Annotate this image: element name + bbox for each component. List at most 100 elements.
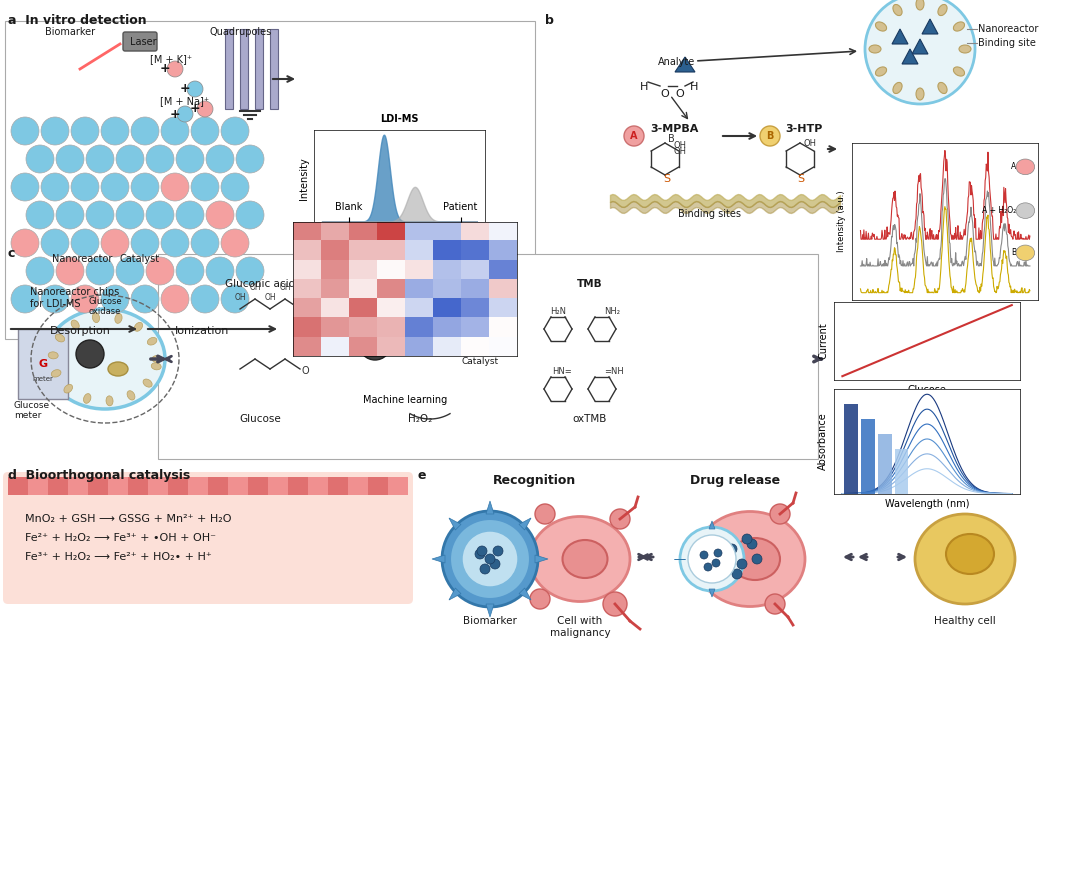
Circle shape [116,257,144,285]
Circle shape [191,117,219,145]
Text: OH: OH [673,147,686,156]
FancyBboxPatch shape [3,472,413,604]
Ellipse shape [115,314,122,323]
Ellipse shape [875,67,886,76]
Polygon shape [902,49,918,64]
Text: [M + Na]⁺: [M + Na]⁺ [160,96,209,106]
Polygon shape [535,555,548,563]
Ellipse shape [938,83,947,94]
Bar [9,477,28,495]
Polygon shape [432,555,445,563]
X-axis label: Glucose: Glucose [907,385,947,395]
Circle shape [535,504,555,524]
Text: Recognition: Recognition [493,474,576,487]
Ellipse shape [562,540,607,578]
Bar [328,477,348,495]
Ellipse shape [875,22,886,31]
Bar [861,419,874,494]
Circle shape [146,201,174,229]
Circle shape [101,117,129,145]
Circle shape [176,201,204,229]
Polygon shape [519,588,531,600]
Polygon shape [892,29,908,44]
Ellipse shape [152,355,162,362]
Circle shape [26,145,54,173]
Text: Quadrupoles: Quadrupoles [210,27,273,37]
Text: Glucose: Glucose [240,414,281,424]
Polygon shape [486,501,494,514]
Circle shape [485,554,495,564]
Circle shape [71,173,99,201]
Circle shape [770,504,790,524]
Circle shape [177,106,193,122]
Polygon shape [449,588,461,600]
Text: B: B [1011,249,1016,257]
Text: G: G [38,359,48,369]
Circle shape [197,101,213,117]
Circle shape [752,554,761,564]
Text: S: S [797,174,804,184]
Circle shape [712,559,720,567]
Bar [348,477,368,495]
Circle shape [11,229,39,257]
Ellipse shape [953,67,965,76]
Bar [225,29,233,109]
Text: O: O [302,306,310,316]
Bar [368,477,388,495]
Polygon shape [709,589,715,597]
Circle shape [359,328,391,360]
Circle shape [714,549,722,557]
Text: =NH: =NH [604,367,624,375]
Bar [68,477,88,495]
Text: Glucose
oxidase: Glucose oxidase [88,297,121,316]
FancyBboxPatch shape [5,21,535,339]
Ellipse shape [938,4,947,16]
Y-axis label: Absorbance: Absorbance [818,413,829,470]
Bar [48,477,68,495]
Ellipse shape [45,309,165,409]
Text: +: + [160,63,170,76]
Circle shape [462,531,518,587]
Bar [88,477,108,495]
Circle shape [86,257,114,285]
Circle shape [116,201,144,229]
Ellipse shape [83,394,91,403]
Text: +: + [180,83,191,96]
Text: Biomarker: Biomarker [463,616,517,626]
Text: +: + [190,103,200,116]
Polygon shape [449,518,461,530]
Text: O: O [302,366,310,376]
Circle shape [732,569,742,579]
Bar [268,477,288,495]
Circle shape [40,229,69,257]
Text: Nanoreactor chips
for LDI-MS: Nanoreactor chips for LDI-MS [30,287,119,308]
Circle shape [161,117,189,145]
Text: +: + [169,108,180,121]
Circle shape [176,257,204,285]
Circle shape [442,511,538,607]
Circle shape [76,340,104,368]
Bar [108,477,128,495]
Circle shape [688,535,736,583]
Bar [308,477,328,495]
Circle shape [191,173,219,201]
Bar [895,449,908,494]
Circle shape [747,539,757,549]
Ellipse shape [134,322,143,331]
Polygon shape [922,19,938,34]
Text: MnO₂ + GSH ⟶ GSSG + Mn²⁺ + H₂O: MnO₂ + GSH ⟶ GSSG + Mn²⁺ + H₂O [24,514,231,524]
Bar [255,29,263,109]
Ellipse shape [151,362,161,370]
Text: HN=: HN= [552,367,572,375]
Text: Gluconic acid: Gluconic acid [225,279,295,289]
Circle shape [603,592,627,616]
Text: Drug release: Drug release [690,474,780,487]
Circle shape [1016,202,1035,218]
Bar [288,477,308,495]
Text: Catalyst: Catalyst [120,254,160,264]
Y-axis label: Current: Current [818,322,829,359]
Text: OH: OH [673,141,686,149]
Bar [845,404,857,494]
Ellipse shape [127,391,135,400]
Circle shape [475,549,485,559]
